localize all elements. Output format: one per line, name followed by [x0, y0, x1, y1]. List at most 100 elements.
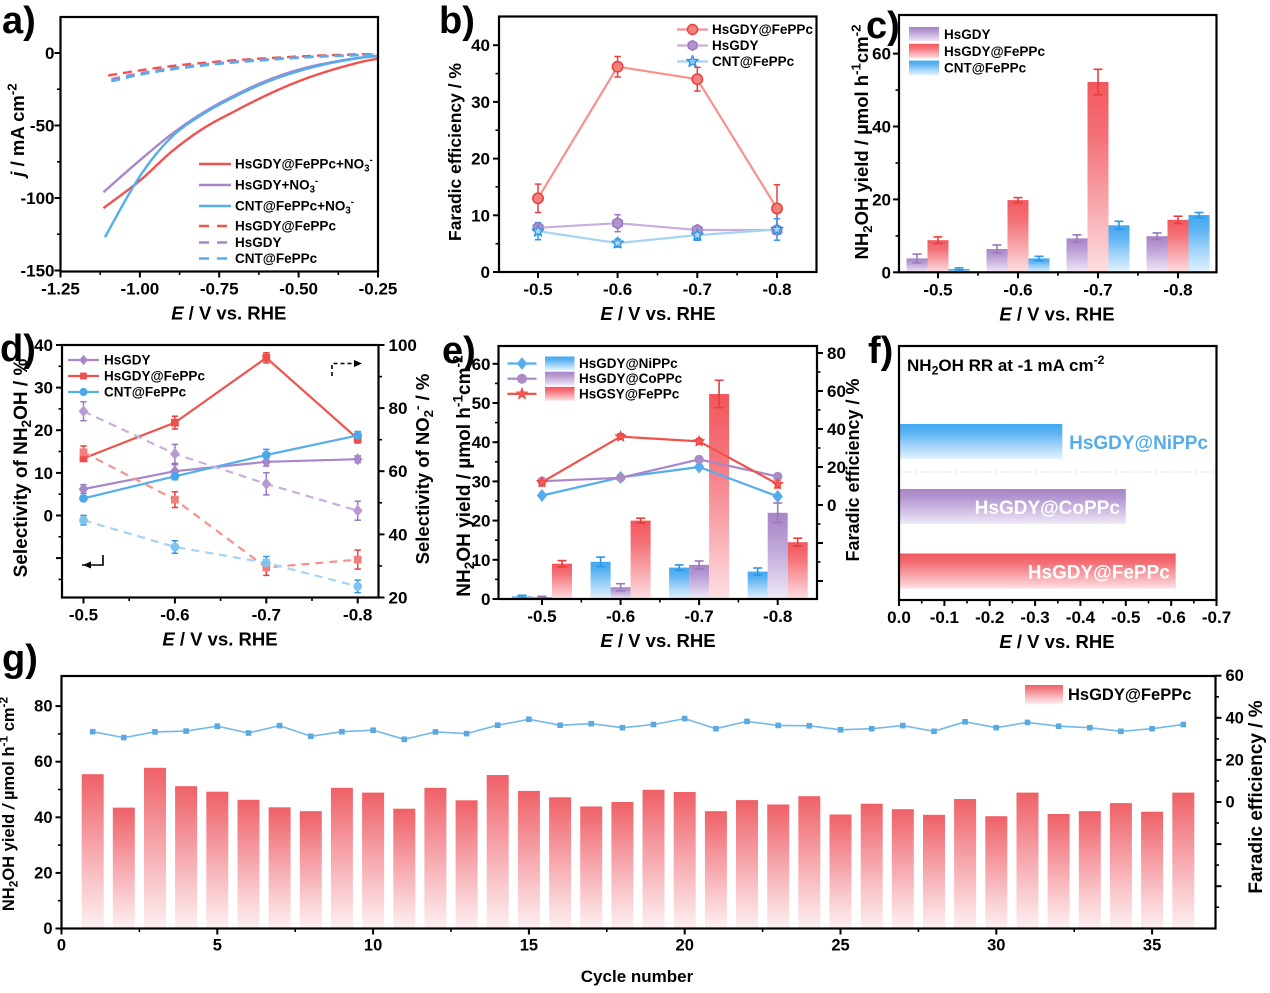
svg-text:40: 40 [1226, 709, 1244, 727]
svg-text:-0.7: -0.7 [252, 606, 281, 625]
svg-text:60: 60 [827, 382, 846, 401]
svg-text:E / V vs. RHE: E / V vs. RHE [600, 303, 715, 324]
svg-text:10: 10 [364, 937, 382, 955]
svg-text:-0.6: -0.6 [1003, 280, 1032, 299]
svg-text:NH2OH yield / µmol h-1 cm-2: NH2OH yield / µmol h-1 cm-2 [0, 696, 21, 911]
svg-text:-0.50: -0.50 [279, 280, 318, 299]
svg-text:NH2OH RR at -1 mA cm-2: NH2OH RR at -1 mA cm-2 [907, 353, 1105, 378]
svg-text:0: 0 [481, 263, 490, 282]
svg-text:30: 30 [34, 379, 53, 398]
svg-text:0: 0 [43, 920, 52, 938]
svg-text:20: 20 [34, 421, 53, 440]
svg-text:0: 0 [44, 506, 53, 525]
svg-text:NH2OH yield / µmol h-1cm-2: NH2OH yield / µmol h-1cm-2 [450, 355, 477, 597]
svg-text:-1.25: -1.25 [41, 280, 80, 299]
svg-text:a): a) [2, 0, 36, 42]
svg-text:CNT@FePPc: CNT@FePPc [712, 54, 795, 69]
svg-text:0: 0 [481, 590, 490, 609]
svg-text:-0.5: -0.5 [923, 280, 952, 299]
svg-text:E / V vs. RHE: E / V vs. RHE [999, 303, 1114, 324]
svg-text:c): c) [866, 5, 900, 47]
svg-text:Cycle number: Cycle number [581, 967, 694, 986]
svg-text:g): g) [2, 638, 38, 680]
svg-text:HsGDY: HsGDY [944, 27, 991, 42]
svg-text:HsGDY: HsGDY [712, 38, 759, 53]
svg-text:0: 0 [882, 263, 891, 282]
svg-text:HsGDY@FePPc: HsGDY@FePPc [1068, 686, 1191, 704]
svg-text:15: 15 [520, 937, 538, 955]
svg-text:HsGDY@FePPc: HsGDY@FePPc [944, 44, 1045, 59]
svg-text:40: 40 [471, 36, 490, 55]
svg-text:-0.6: -0.6 [606, 607, 635, 626]
svg-text:HsGDY+NO3-: HsGDY+NO3- [235, 176, 318, 195]
svg-text:-150: -150 [20, 262, 54, 281]
svg-text:30: 30 [472, 472, 491, 491]
svg-text:0: 0 [827, 496, 836, 515]
svg-text:-0.7: -0.7 [684, 607, 713, 626]
svg-text:-0.6: -0.6 [160, 606, 189, 625]
svg-text:CNT@FePPc+NO3-: CNT@FePPc+NO3- [235, 197, 354, 216]
svg-text:20: 20 [827, 458, 846, 477]
svg-text:80: 80 [389, 399, 408, 418]
svg-text:-0.8: -0.8 [1163, 280, 1192, 299]
svg-text:HsGDY: HsGDY [235, 235, 282, 250]
svg-text:b): b) [439, 0, 475, 42]
svg-text:E / V vs. RHE: E / V vs. RHE [600, 630, 715, 651]
svg-text:60: 60 [34, 753, 52, 771]
svg-text:-0.8: -0.8 [763, 607, 792, 626]
svg-text:CNT@FePPc: CNT@FePPc [235, 251, 318, 266]
svg-text:HsGDY@FePPc: HsGDY@FePPc [235, 219, 336, 234]
svg-text:HsGDY@NiPPc: HsGDY@NiPPc [1069, 433, 1208, 454]
svg-text:-0.5: -0.5 [527, 607, 556, 626]
svg-text:E / V vs. RHE: E / V vs. RHE [999, 631, 1114, 652]
svg-text:f): f) [868, 330, 893, 372]
svg-text:-1.00: -1.00 [121, 280, 160, 299]
svg-text:10: 10 [471, 206, 490, 225]
svg-text:80: 80 [34, 698, 52, 716]
svg-text:35: 35 [1143, 937, 1161, 955]
svg-text:HsGDY: HsGDY [104, 353, 151, 368]
svg-text:HsGSY@FePPc: HsGSY@FePPc [579, 386, 680, 401]
svg-text:NH2OH yield / µmol h-1cm-2: NH2OH yield / µmol h-1cm-2 [849, 24, 876, 259]
svg-text:-0.7: -0.7 [683, 280, 712, 299]
svg-text:-0.7: -0.7 [1202, 608, 1231, 627]
svg-text:-100: -100 [20, 189, 54, 208]
svg-text:HsGDY@FePPc+NO3-: HsGDY@FePPc+NO3- [235, 155, 373, 174]
svg-text:20: 20 [872, 190, 891, 209]
svg-text:20: 20 [34, 864, 52, 882]
svg-text:-0.5: -0.5 [523, 280, 552, 299]
svg-text:Faradic efficiency / %: Faradic efficiency / % [843, 378, 863, 561]
svg-text:Faradic efficiency / %: Faradic efficiency / % [445, 63, 465, 241]
svg-text:CNT@FePPc: CNT@FePPc [944, 61, 1027, 76]
svg-text:30: 30 [987, 937, 1005, 955]
svg-text:20: 20 [472, 512, 491, 531]
svg-text:CNT@FePPc: CNT@FePPc [104, 385, 187, 400]
svg-text:Faradic efficiency / %: Faradic efficiency / % [1246, 700, 1267, 893]
svg-text:10: 10 [34, 464, 53, 483]
svg-text:80: 80 [827, 344, 846, 363]
svg-text:-0.8: -0.8 [343, 606, 372, 625]
svg-text:40: 40 [472, 433, 491, 452]
svg-text:-0.4: -0.4 [1066, 608, 1096, 627]
svg-text:HsGDY@FePPc: HsGDY@FePPc [1028, 563, 1171, 584]
svg-text:25: 25 [831, 937, 849, 955]
svg-text:-0.1: -0.1 [930, 608, 959, 627]
svg-text:-0.5: -0.5 [69, 606, 98, 625]
svg-text:-0.6: -0.6 [1157, 608, 1186, 627]
svg-text:j / mA cm-2: j / mA cm-2 [5, 83, 28, 178]
svg-text:40: 40 [872, 118, 891, 137]
svg-text:HsGDY@FePPc: HsGDY@FePPc [104, 369, 205, 384]
svg-text:-0.6: -0.6 [603, 280, 632, 299]
svg-text:Selectivity of NO2- / %: Selectivity of NO2- / % [410, 374, 437, 565]
svg-text:0.0: 0.0 [887, 608, 911, 627]
svg-text:20: 20 [471, 150, 490, 169]
svg-text:E / V vs. RHE: E / V vs. RHE [171, 303, 286, 324]
svg-text:HsGDY@FePPc: HsGDY@FePPc [712, 22, 813, 37]
svg-text:0: 0 [57, 937, 66, 955]
svg-text:60: 60 [872, 45, 891, 64]
svg-text:e): e) [442, 330, 476, 372]
svg-text:-50: -50 [30, 117, 55, 136]
svg-text:20: 20 [1226, 751, 1244, 769]
svg-text:40: 40 [827, 420, 846, 439]
svg-text:100: 100 [389, 336, 417, 355]
